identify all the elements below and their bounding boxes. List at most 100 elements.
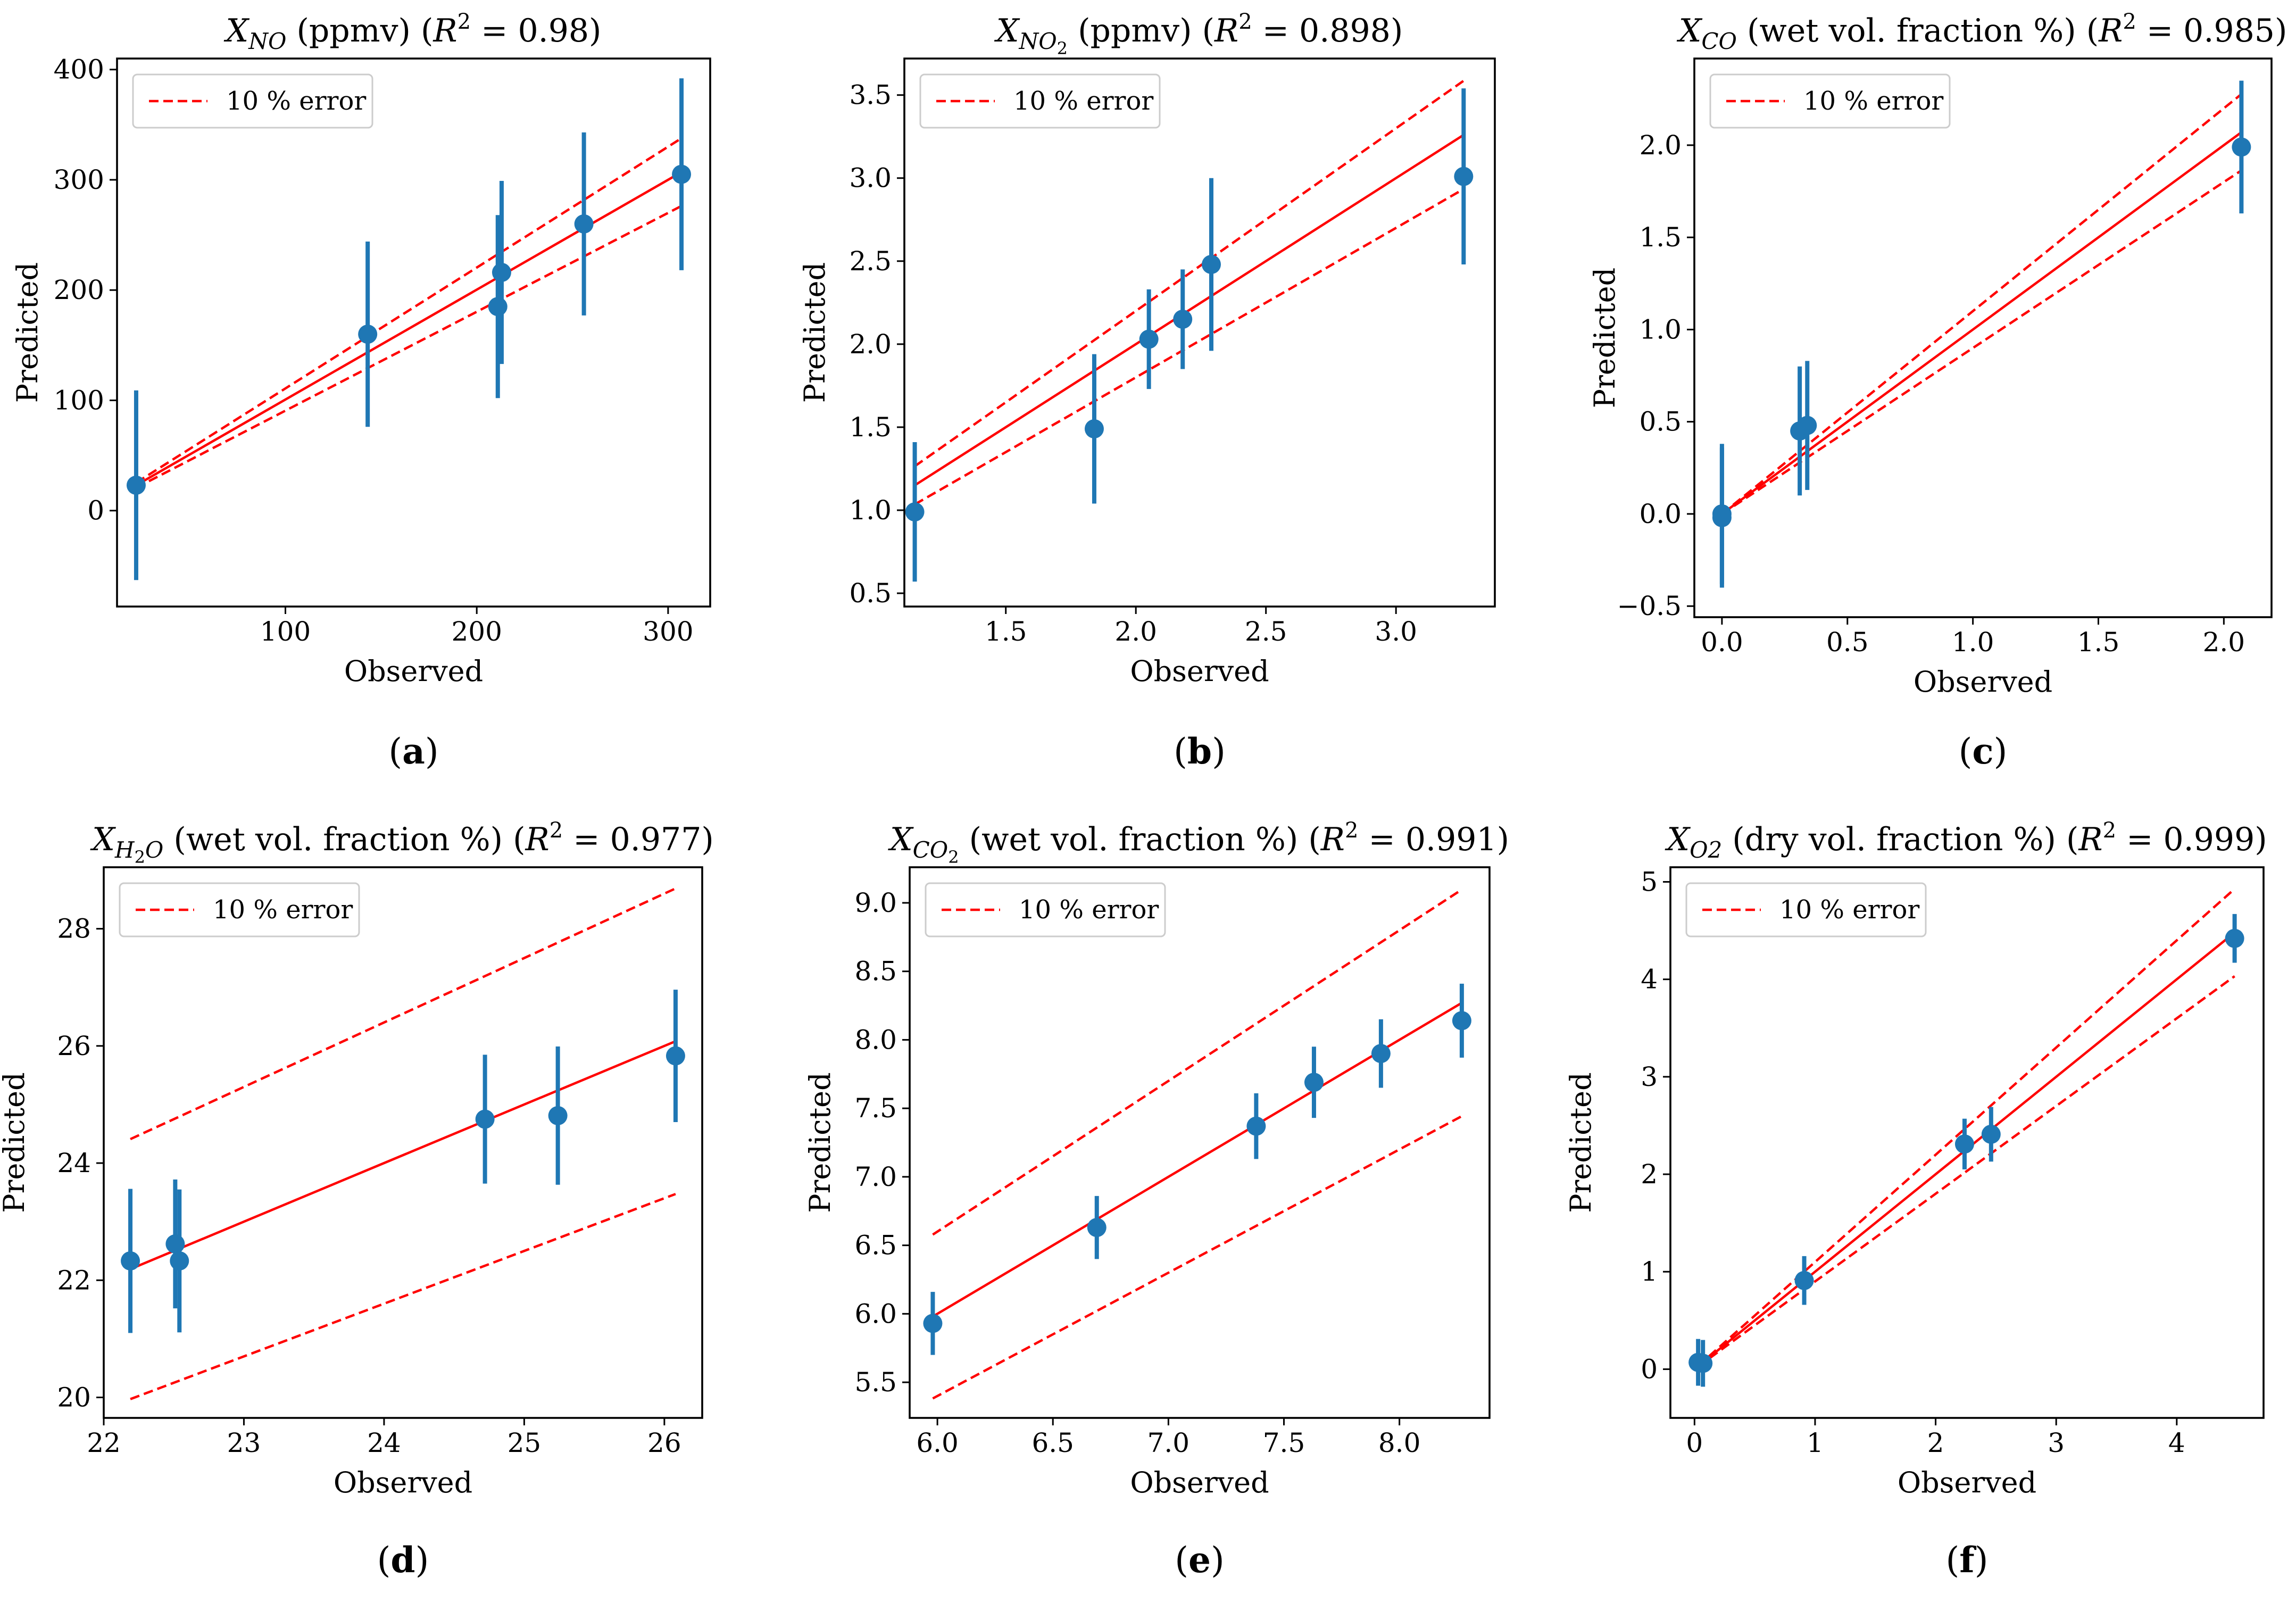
fit-line xyxy=(135,171,683,486)
y-tick-label: 26 xyxy=(57,1031,91,1061)
data-point xyxy=(1712,508,1732,527)
y-tick-label: 6.0 xyxy=(854,1298,897,1329)
data-point xyxy=(1794,1271,1814,1290)
legend-box xyxy=(925,882,1166,937)
chart-title: XCO2 (wet vol. fraction %) (R2 = 0.991) xyxy=(888,818,1509,867)
y-axis-label: Predicted xyxy=(11,262,44,403)
x-tick-label: 25 xyxy=(508,1427,542,1458)
data-point xyxy=(1304,1073,1324,1092)
x-tick-label: 3.0 xyxy=(1375,616,1417,647)
lower-error-line xyxy=(130,1193,676,1400)
y-tick-label: 7.5 xyxy=(854,1093,897,1124)
legend-label: 10 % error xyxy=(226,86,366,116)
data-point xyxy=(1981,1124,2001,1144)
x-tick-label: 24 xyxy=(367,1427,401,1458)
x-tick-label: 6.5 xyxy=(1031,1427,1074,1458)
data-point xyxy=(121,1251,140,1271)
y-tick-label: 2 xyxy=(1641,1159,1658,1190)
y-tick-label: 100 xyxy=(54,385,104,416)
chart-panel-5: 6.0 6.5 7.0 7.5 8.0 5.5 6.0 6.5 7.0 7.5 8.0 8.5 9.0 O… xyxy=(803,818,1509,1581)
y-tick-label: 2.0 xyxy=(849,329,892,360)
x-tick-label: 3 xyxy=(2048,1427,2065,1458)
lower-error-line xyxy=(135,205,683,489)
data-point xyxy=(492,263,511,283)
data-point xyxy=(1454,167,1474,186)
legend-box xyxy=(1685,882,1927,937)
y-tick-label: 9.0 xyxy=(854,887,897,918)
y-tick-label: 28 xyxy=(57,914,91,944)
plot-area xyxy=(1688,887,2244,1387)
data-point xyxy=(2225,928,2244,948)
axes-frame xyxy=(1693,57,2273,618)
y-tick-label: 20 xyxy=(57,1382,91,1413)
x-axis-label: Observed xyxy=(1130,1466,1269,1499)
legend-label: 10 % error xyxy=(1779,895,1919,925)
plot-area xyxy=(923,889,1471,1400)
data-point xyxy=(672,164,692,184)
chart-title: XNO2 (ppmv) (R2 = 0.898) xyxy=(994,10,1403,59)
legend-label: 10 % error xyxy=(213,895,353,925)
x-tick-label: 22 xyxy=(87,1427,121,1458)
panel-label: (b) xyxy=(1174,731,1226,772)
plot-area xyxy=(905,79,1474,582)
y-axis-label: Predicted xyxy=(803,1072,837,1213)
x-tick-label: 0.0 xyxy=(1701,627,1743,658)
data-point xyxy=(475,1109,495,1129)
y-tick-label: 1.0 xyxy=(849,495,892,526)
chart-title: XO2 (dry vol. fraction %) (R2 = 0.999) xyxy=(1665,818,2267,863)
x-axis-label: Observed xyxy=(1130,654,1269,688)
y-tick-label: 5.5 xyxy=(854,1367,897,1398)
x-tick-label: 0 xyxy=(1686,1427,1703,1458)
y-tick-label: 1.0 xyxy=(1639,314,1682,345)
y-tick-label: 2.5 xyxy=(849,246,892,277)
y-tick-label: 3 xyxy=(1641,1061,1658,1092)
data-point xyxy=(1087,1218,1107,1238)
data-point xyxy=(1139,329,1159,349)
x-tick-label: 2 xyxy=(1927,1427,1944,1458)
upper-error-line xyxy=(1697,887,2236,1367)
chart-panel-6: 0 1 2 3 4 0 1 2 3 4 5 Observed Predicted XO2 (dry vol… xyxy=(1564,818,2267,1581)
data-point xyxy=(488,297,508,317)
y-tick-label: 0.5 xyxy=(849,578,892,609)
y-axis-label: Predicted xyxy=(0,1072,31,1213)
x-tick-label: 8.0 xyxy=(1378,1427,1421,1458)
y-tick-label: 0 xyxy=(1641,1354,1658,1384)
plot-area xyxy=(121,887,685,1400)
data-point xyxy=(1246,1116,1266,1136)
y-tick-label: 0 xyxy=(87,495,104,526)
axes-frame xyxy=(116,57,711,608)
y-axis-label: Predicted xyxy=(1588,268,1621,408)
axes-frame xyxy=(909,866,1491,1419)
panel-label: (c) xyxy=(1959,731,2008,772)
x-tick-label: 26 xyxy=(647,1427,681,1458)
upper-error-line xyxy=(135,137,683,484)
lower-error-line xyxy=(914,188,1465,505)
data-point xyxy=(1173,310,1193,329)
x-tick-label: 7.0 xyxy=(1147,1427,1190,1458)
upper-error-line xyxy=(932,889,1463,1236)
data-point xyxy=(2232,137,2251,157)
x-axis-label: Observed xyxy=(1914,665,2052,699)
y-tick-label: 24 xyxy=(57,1148,91,1178)
data-point xyxy=(1452,1011,1471,1031)
legend-box xyxy=(132,73,373,129)
legend-box xyxy=(1709,73,1951,129)
x-tick-label: 1.5 xyxy=(2077,627,2120,658)
x-axis-label: Observed xyxy=(344,654,483,688)
chart-panel-1: 100 200 300 0 100 200 300 400 Observed Predicted X… xyxy=(11,10,711,772)
x-axis-label: Observed xyxy=(1898,1466,2036,1499)
data-point xyxy=(574,214,594,234)
y-tick-label: 6.5 xyxy=(854,1230,897,1261)
x-tick-label: 1 xyxy=(1807,1427,1824,1458)
y-tick-label: 300 xyxy=(54,164,104,195)
data-point xyxy=(905,502,925,522)
chart-panel-3: 0.0 0.5 1.0 1.5 2.0 −0.5 0.0 0.5 1.0 1.5 2.0 Observ… xyxy=(1588,10,2287,772)
chart-title: XCO (wet vol. fraction %) (R2 = 0.985) xyxy=(1677,10,2287,54)
x-tick-label: 2.0 xyxy=(1114,616,1157,647)
data-point xyxy=(1693,1354,1713,1373)
y-tick-label: 8.5 xyxy=(854,956,897,987)
plot-area xyxy=(1712,80,2251,588)
data-point xyxy=(358,325,378,344)
y-tick-label: 3.5 xyxy=(849,80,892,111)
